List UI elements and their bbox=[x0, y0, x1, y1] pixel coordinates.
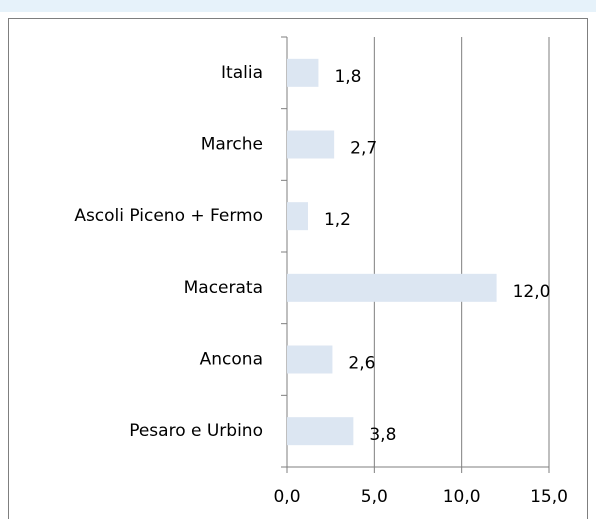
x-tick-label: 5,0 bbox=[361, 487, 388, 507]
bar bbox=[287, 130, 335, 159]
bar bbox=[287, 345, 333, 374]
bar bbox=[287, 273, 497, 302]
y-tick-label: Ancona bbox=[200, 350, 263, 370]
y-tick-label: Italia bbox=[221, 63, 263, 83]
x-tick-label: 0,0 bbox=[273, 487, 300, 507]
y-tick-label: Macerata bbox=[184, 278, 263, 298]
bar bbox=[287, 58, 319, 87]
bar bbox=[287, 417, 354, 446]
x-tick-label: 10,0 bbox=[443, 487, 481, 507]
x-tick-label: 15,0 bbox=[530, 487, 568, 507]
y-tick-label: Marche bbox=[201, 135, 263, 155]
top-band bbox=[0, 0, 596, 12]
value-label: 2,6 bbox=[348, 354, 375, 374]
value-label: 1,8 bbox=[334, 67, 361, 87]
value-label: 2,7 bbox=[350, 139, 377, 159]
value-label: 12,0 bbox=[513, 282, 551, 302]
y-tick-label: Ascoli Piceno + Fermo bbox=[74, 206, 263, 226]
value-label: 1,2 bbox=[324, 210, 351, 230]
bar bbox=[287, 202, 308, 231]
value-label: 3,8 bbox=[369, 425, 396, 445]
y-tick-label: Pesaro e Urbino bbox=[129, 421, 263, 441]
